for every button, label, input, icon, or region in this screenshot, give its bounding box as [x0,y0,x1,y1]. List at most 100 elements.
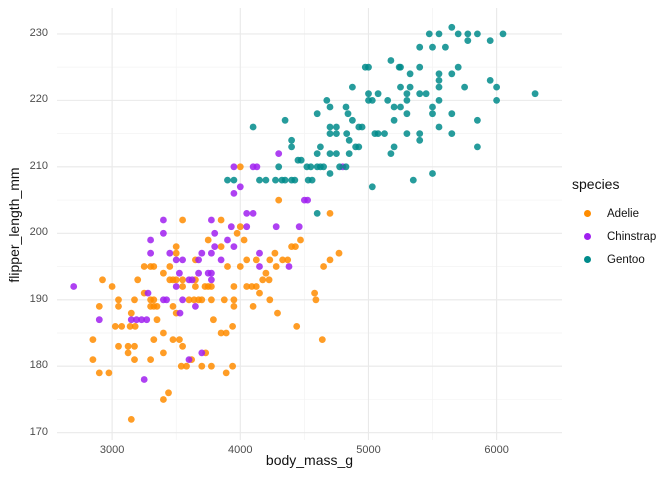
data-point-gentoo [416,130,424,138]
data-point-adelie [243,256,251,264]
data-point-gentoo [416,63,424,71]
data-point-adelie [179,283,187,290]
data-point-adelie [105,369,113,377]
data-point-chinstrap [172,256,180,264]
data-point-gentoo [493,97,500,104]
data-point-gentoo [435,123,443,131]
data-point-adelie [99,276,106,284]
data-point-adelie [131,296,138,304]
data-point-gentoo [448,70,456,78]
data-point-gentoo [403,90,411,98]
data-point-adelie [233,229,241,237]
data-point-gentoo [326,150,334,158]
data-point-adelie [95,303,103,310]
data-point-gentoo [313,110,321,118]
data-point-adelie [259,276,267,284]
data-point-gentoo [403,97,411,104]
data-point-chinstrap [256,249,263,257]
data-point-gentoo [429,43,436,51]
data-point-adelie [279,256,286,264]
data-point-gentoo [390,116,398,124]
data-point-adelie [297,236,304,244]
data-point-chinstrap [230,163,238,171]
data-point-gentoo [454,63,462,71]
data-point-adelie [115,342,122,350]
data-point-gentoo [464,30,472,38]
data-point-gentoo [368,183,376,191]
data-point-adelie [89,356,97,363]
data-point-chinstrap [176,269,183,277]
data-point-chinstrap [304,196,311,204]
data-point-gentoo [368,97,376,104]
data-point-gentoo [272,176,279,184]
data-point-chinstrap [138,316,146,324]
data-point-adelie [131,342,138,350]
data-point-adelie [124,342,132,350]
y-tick-label: 210 [29,159,48,172]
data-point-gentoo [448,110,456,118]
legend-item-adelie: Adelie [572,202,656,225]
data-point-gentoo [493,83,500,91]
data-point-gentoo [381,130,388,138]
data-point-chinstrap [179,296,187,304]
data-point-adelie [153,316,161,324]
y-tick-label: 170 [29,425,48,438]
data-point-gentoo [429,103,436,111]
data-point-adelie [165,389,172,397]
data-point-adelie [185,296,193,304]
data-point-adelie [208,283,215,290]
data-point-adelie [229,323,237,330]
data-point-adelie [208,362,215,370]
data-point-adelie [172,276,180,284]
data-point-chinstrap [236,183,244,191]
data-point-adelie [198,296,206,304]
data-point-adelie [230,296,238,304]
data-point-chinstrap [160,229,167,237]
data-point-gentoo [355,143,363,151]
data-point-adelie [183,362,190,370]
data-point-adelie [153,303,161,310]
data-point-chinstrap [198,349,206,357]
data-point-chinstrap [249,210,257,217]
data-point-adelie [134,276,142,284]
data-point-gentoo [474,143,481,151]
data-point-gentoo [345,136,353,144]
data-point-adelie [236,223,244,231]
data-point-gentoo [345,150,353,158]
data-point-adelie [230,303,238,310]
data-point-adelie [335,249,343,257]
data-point-adelie [118,323,126,330]
data-point-gentoo [406,70,414,78]
data-point-gentoo [448,23,456,31]
legend-label: Adelie [607,207,639,220]
data-point-gentoo [435,77,443,84]
data-point-chinstrap [185,356,193,363]
data-point-chinstrap [144,289,152,297]
data-point-adelie [210,316,217,324]
data-point-gentoo [435,70,443,78]
data-point-adelie [131,356,138,363]
data-point-gentoo [224,176,231,184]
data-point-adelie [217,329,225,337]
data-point-gentoo [435,83,443,91]
data-point-gentoo [461,83,468,91]
data-point-chinstrap [198,249,206,257]
data-point-chinstrap [70,283,78,290]
data-point-chinstrap [166,249,174,257]
data-point-chinstrap [172,283,180,290]
data-point-gentoo [291,176,299,184]
data-point-gentoo [416,90,424,98]
data-point-gentoo [256,176,263,184]
data-point-adelie [222,369,230,377]
data-point-adelie [95,369,103,377]
data-point-chinstrap [95,316,103,324]
data-point-gentoo [333,150,340,158]
data-point-adelie [312,296,320,304]
data-point-adelie [217,216,225,224]
data-point-adelie [160,396,167,403]
data-point-adelie [266,256,274,264]
data-point-gentoo [406,83,414,91]
y-axis-title: flipper_length_mm [6,167,22,283]
data-point-chinstrap [230,243,238,251]
